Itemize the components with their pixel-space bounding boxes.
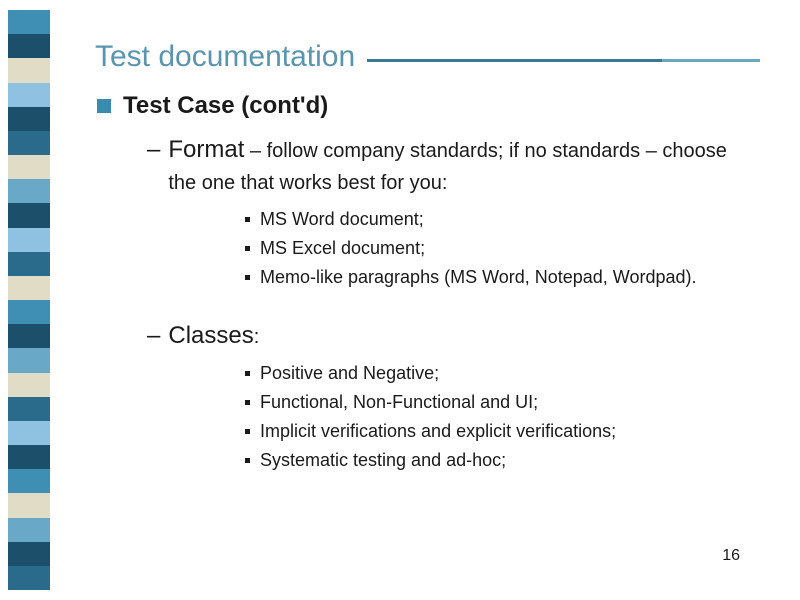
sidebar-stripe: [8, 373, 50, 397]
sidebar-stripe: [8, 300, 50, 324]
sidebar-stripe: [8, 203, 50, 227]
sidebar-stripe: [8, 83, 50, 107]
dot-bullet-icon: [245, 458, 250, 463]
title-rule: [367, 59, 760, 62]
sidebar-stripe: [8, 542, 50, 566]
sidebar-stripe: [8, 518, 50, 542]
sidebar-stripe: [8, 131, 50, 155]
classes-text: Classes:: [168, 320, 259, 352]
slide-content: Test documentation Test Case (cont'd) – …: [95, 40, 760, 489]
dot-bullet-icon: [245, 246, 250, 251]
sidebar-stripe: [8, 421, 50, 445]
page-number: 16: [722, 547, 740, 565]
format-text: Format – follow company standards; if no…: [168, 134, 760, 199]
dot-bullet-icon: [245, 275, 250, 280]
list-item: Functional, Non-Functional and UI;: [245, 390, 760, 415]
list-item: Memo-like paragraphs (MS Word, Notepad, …: [245, 265, 760, 290]
list-item: Positive and Negative;: [245, 361, 760, 386]
sidebar-stripe: [8, 252, 50, 276]
dot-bullet-icon: [245, 429, 250, 434]
sidebar-stripe: [8, 324, 50, 348]
sidebar-stripe: [8, 179, 50, 203]
slide-title: Test documentation: [95, 40, 355, 74]
heading-text: Test Case (cont'd): [123, 92, 328, 120]
sidebar-stripe: [8, 566, 50, 590]
level2-classes: – Classes: Positive and Negative; Functi…: [147, 320, 760, 473]
sidebar-stripe: [8, 155, 50, 179]
sidebar-stripe: [8, 228, 50, 252]
sidebar-stripe: [8, 493, 50, 517]
sidebar-stripe: [8, 34, 50, 58]
sidebar-stripe: [8, 58, 50, 82]
list-item: Implicit verifications and explicit veri…: [245, 419, 760, 444]
list-item: MS Word document;: [245, 207, 760, 232]
dot-bullet-icon: [245, 400, 250, 405]
classes-sublist: Positive and Negative; Functional, Non-F…: [245, 361, 760, 474]
dot-bullet-icon: [245, 217, 250, 222]
decorative-sidebar: [8, 10, 50, 590]
sidebar-stripe: [8, 469, 50, 493]
level1-item: Test Case (cont'd) – Format – follow com…: [97, 92, 760, 473]
title-row: Test documentation: [95, 40, 760, 74]
sidebar-stripe: [8, 107, 50, 131]
sidebar-stripe: [8, 397, 50, 421]
level2-format: – Format – follow company standards; if …: [147, 134, 760, 290]
dash-bullet-icon: –: [147, 134, 160, 165]
sidebar-stripe: [8, 276, 50, 300]
sidebar-stripe: [8, 348, 50, 372]
sidebar-stripe: [8, 10, 50, 34]
dot-bullet-icon: [245, 371, 250, 376]
list-item: Systematic testing and ad-hoc;: [245, 448, 760, 473]
format-sublist: MS Word document; MS Excel document; Mem…: [245, 207, 760, 291]
dash-bullet-icon: –: [147, 320, 160, 351]
sidebar-stripe: [8, 445, 50, 469]
square-bullet-icon: [97, 99, 111, 113]
list-item: MS Excel document;: [245, 236, 760, 261]
